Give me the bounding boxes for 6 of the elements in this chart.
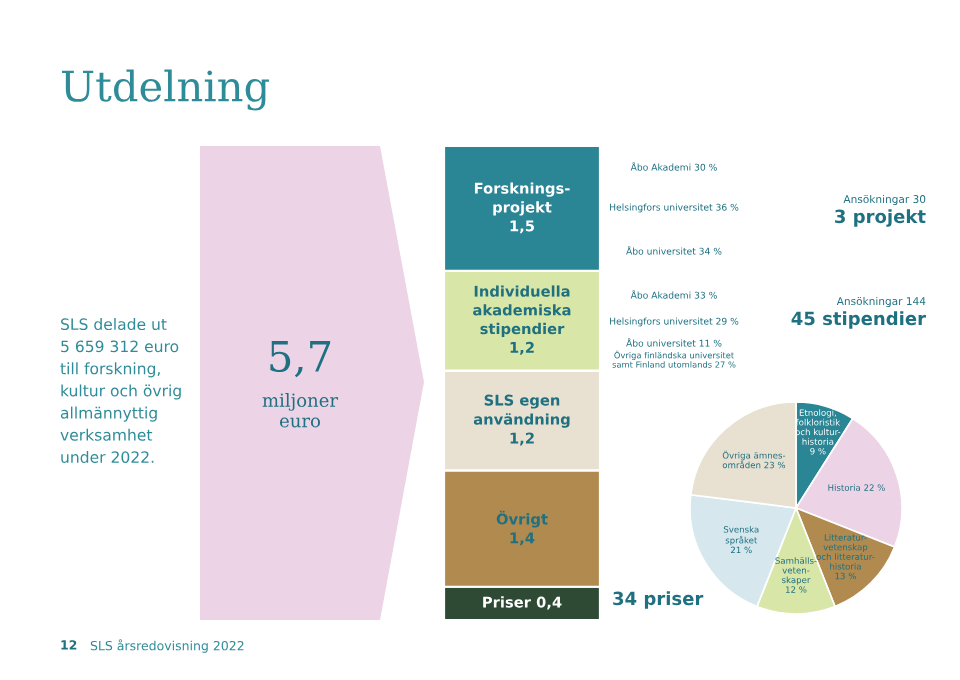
text: 34 priser (613, 591, 704, 609)
text: miljoner euro (262, 393, 339, 428)
text: 5,7 (270, 341, 331, 378)
text: 3 projekt (835, 209, 926, 227)
text: 45 stipendier (791, 311, 926, 329)
text: Utdelning (61, 69, 269, 111)
